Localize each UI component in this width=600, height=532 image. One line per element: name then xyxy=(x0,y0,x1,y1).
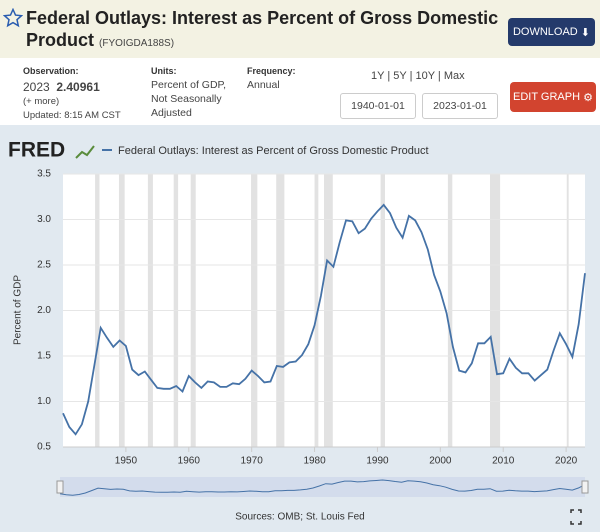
observation-date: 2023 xyxy=(23,80,50,94)
series-id: (FYOIGDA188S) xyxy=(99,38,175,49)
navigator-bg xyxy=(60,477,585,497)
range-button[interactable]: 1Y xyxy=(371,70,385,82)
y-tick-label: 1.0 xyxy=(37,396,51,407)
navigator-handle[interactable] xyxy=(56,480,64,494)
y-tick-label: 1.5 xyxy=(37,351,51,362)
y-axis-label: Percent of GDP xyxy=(13,275,24,345)
y-tick-label: 3.5 xyxy=(37,169,51,180)
observation-label: Observation: xyxy=(23,66,79,76)
end-date[interactable]: 2023-01-01 xyxy=(422,93,498,119)
star-icon[interactable] xyxy=(3,8,23,28)
title-text: Federal Outlays: Interest as Percent of … xyxy=(26,8,499,50)
observation-value: 2.40961 xyxy=(56,80,100,94)
range-buttons: 1Y | 5Y | 10Y | Max xyxy=(371,70,465,82)
x-tick-label: 1990 xyxy=(366,456,389,467)
download-button[interactable]: DOWNLOAD ⬇ xyxy=(508,18,595,46)
logo-icon xyxy=(75,145,95,159)
source: Sources: OMB; St. Louis Fed xyxy=(235,512,365,523)
more-link[interactable]: (+ more) xyxy=(23,96,60,107)
header-bg xyxy=(0,0,600,58)
y-tick-label: 0.5 xyxy=(37,442,51,453)
y-tick-label: 3.0 xyxy=(37,214,51,225)
units-label: Units: xyxy=(151,66,177,76)
x-tick-label: 1960 xyxy=(178,456,201,467)
x-tick-label: 2010 xyxy=(492,456,515,467)
edit-label: EDIT GRAPH xyxy=(513,91,581,103)
start-date[interactable]: 1940-01-01 xyxy=(340,93,416,119)
series-line xyxy=(62,203,586,436)
navigator-line xyxy=(59,479,586,496)
frequency-label: Frequency: xyxy=(247,66,296,76)
frequency: Annual xyxy=(247,79,280,91)
title: Federal Outlays: Interest as Percent of … xyxy=(26,7,506,55)
edit-button[interactable]: EDIT GRAPH ⚙ xyxy=(510,82,596,112)
download-label: DOWNLOAD xyxy=(512,26,578,38)
legend-label: Federal Outlays: Interest as Percent of … xyxy=(118,145,429,157)
updated: Updated: 8:15 AM CST xyxy=(23,110,121,121)
range-button[interactable]: 10Y xyxy=(415,70,435,82)
y-tick-label: 2.5 xyxy=(37,260,51,271)
y-tick-label: 2.0 xyxy=(37,305,51,316)
x-tick-label: 2000 xyxy=(429,456,452,467)
x-tick-label: 2020 xyxy=(555,456,578,467)
x-tick-label: 1950 xyxy=(115,456,138,467)
logo: FRED xyxy=(8,139,65,162)
range-button[interactable]: 5Y xyxy=(393,70,407,82)
navigator-handle[interactable] xyxy=(581,480,589,494)
range-button[interactable]: Max xyxy=(443,70,465,82)
units: Percent of GDP, Not Seasonally Adjusted xyxy=(151,79,227,119)
x-tick-label: 1970 xyxy=(241,456,264,467)
x-tick-label: 1980 xyxy=(303,456,326,467)
fullscreen-icon[interactable] xyxy=(570,509,582,525)
